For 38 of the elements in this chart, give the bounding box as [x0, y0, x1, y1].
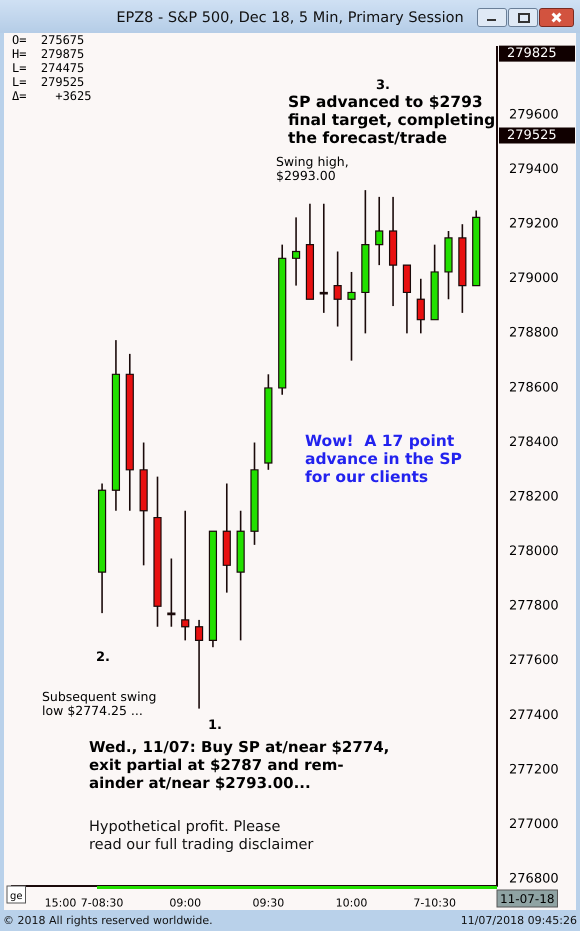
x-tick-label: 7-10:30 — [413, 896, 456, 910]
annotation: 3. — [376, 78, 390, 93]
y-tick-label: 279525 — [507, 128, 557, 143]
y-tick-label: 278200 — [509, 489, 559, 504]
y-tick-label: 277800 — [509, 598, 559, 614]
x-tick-label: 7-08:30 — [80, 896, 124, 910]
y-tick-label: 278800 — [509, 326, 559, 341]
y-tick-label: 277400 — [509, 708, 559, 723]
annotation: Hypothetical profit. Please read our full trading disclaimer — [89, 819, 314, 853]
chart-title: EPZ8 - S&P 500, Dec 18, 5 Min, Primary Session — [0, 0, 580, 33]
annotation: 1. — [208, 718, 222, 733]
annotation: Wed., 11/07: Buy SP at/near $2774, exit partial at $2787 and rem- ainder at/near $2793.00... — [89, 738, 390, 792]
annotation: Subsequent swing low $2774.25 ... — [42, 689, 156, 718]
y-tick-label: 278600 — [509, 380, 559, 396]
text: 11/07/2018 09:45:26 — [460, 914, 577, 927]
text: © 2018 All rights reserved worldwide. — [3, 914, 213, 927]
annotation: O= 275675 H= 279875 L= 274475 L= 279525 Δ= +3625 — [12, 33, 92, 103]
text: ge — [10, 891, 22, 902]
y-tick-label: 279400 — [509, 162, 559, 177]
y-tick-label: 278400 — [509, 434, 559, 450]
y-tick-label: 279000 — [509, 271, 559, 286]
y-tick-label: 278000 — [509, 544, 559, 560]
x-tick-label: 15:00 — [44, 896, 76, 910]
y-tick-label: 277200 — [509, 762, 559, 778]
x-tick-label: 09:00 — [169, 896, 202, 910]
y-tick-label: 277600 — [509, 653, 559, 668]
text: 11-07-18 — [500, 892, 554, 906]
y-tick-label: 279600 — [509, 107, 559, 122]
y-tick-label: 279200 — [509, 216, 559, 232]
y-tick-label: 279825 — [507, 46, 557, 61]
y-tick-label: 276800 — [509, 872, 559, 887]
x-tick-label: 10:00 — [336, 896, 368, 910]
annotation: 2. — [96, 650, 110, 665]
annotation: Swing high, $2993.00 — [276, 154, 349, 183]
annotation: Wow! A 17 point advance in the SP for our clients — [305, 432, 462, 486]
annotation: SP advanced to $2793 final target, completing the forecast/trade — [288, 93, 496, 147]
y-tick-label: 277000 — [509, 816, 559, 832]
x-tick-label: 09:30 — [252, 896, 284, 910]
